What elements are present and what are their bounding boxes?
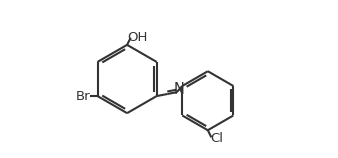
Text: N: N — [174, 82, 185, 97]
Text: Cl: Cl — [211, 132, 224, 145]
Text: Br: Br — [75, 90, 90, 103]
Text: OH: OH — [127, 31, 147, 44]
